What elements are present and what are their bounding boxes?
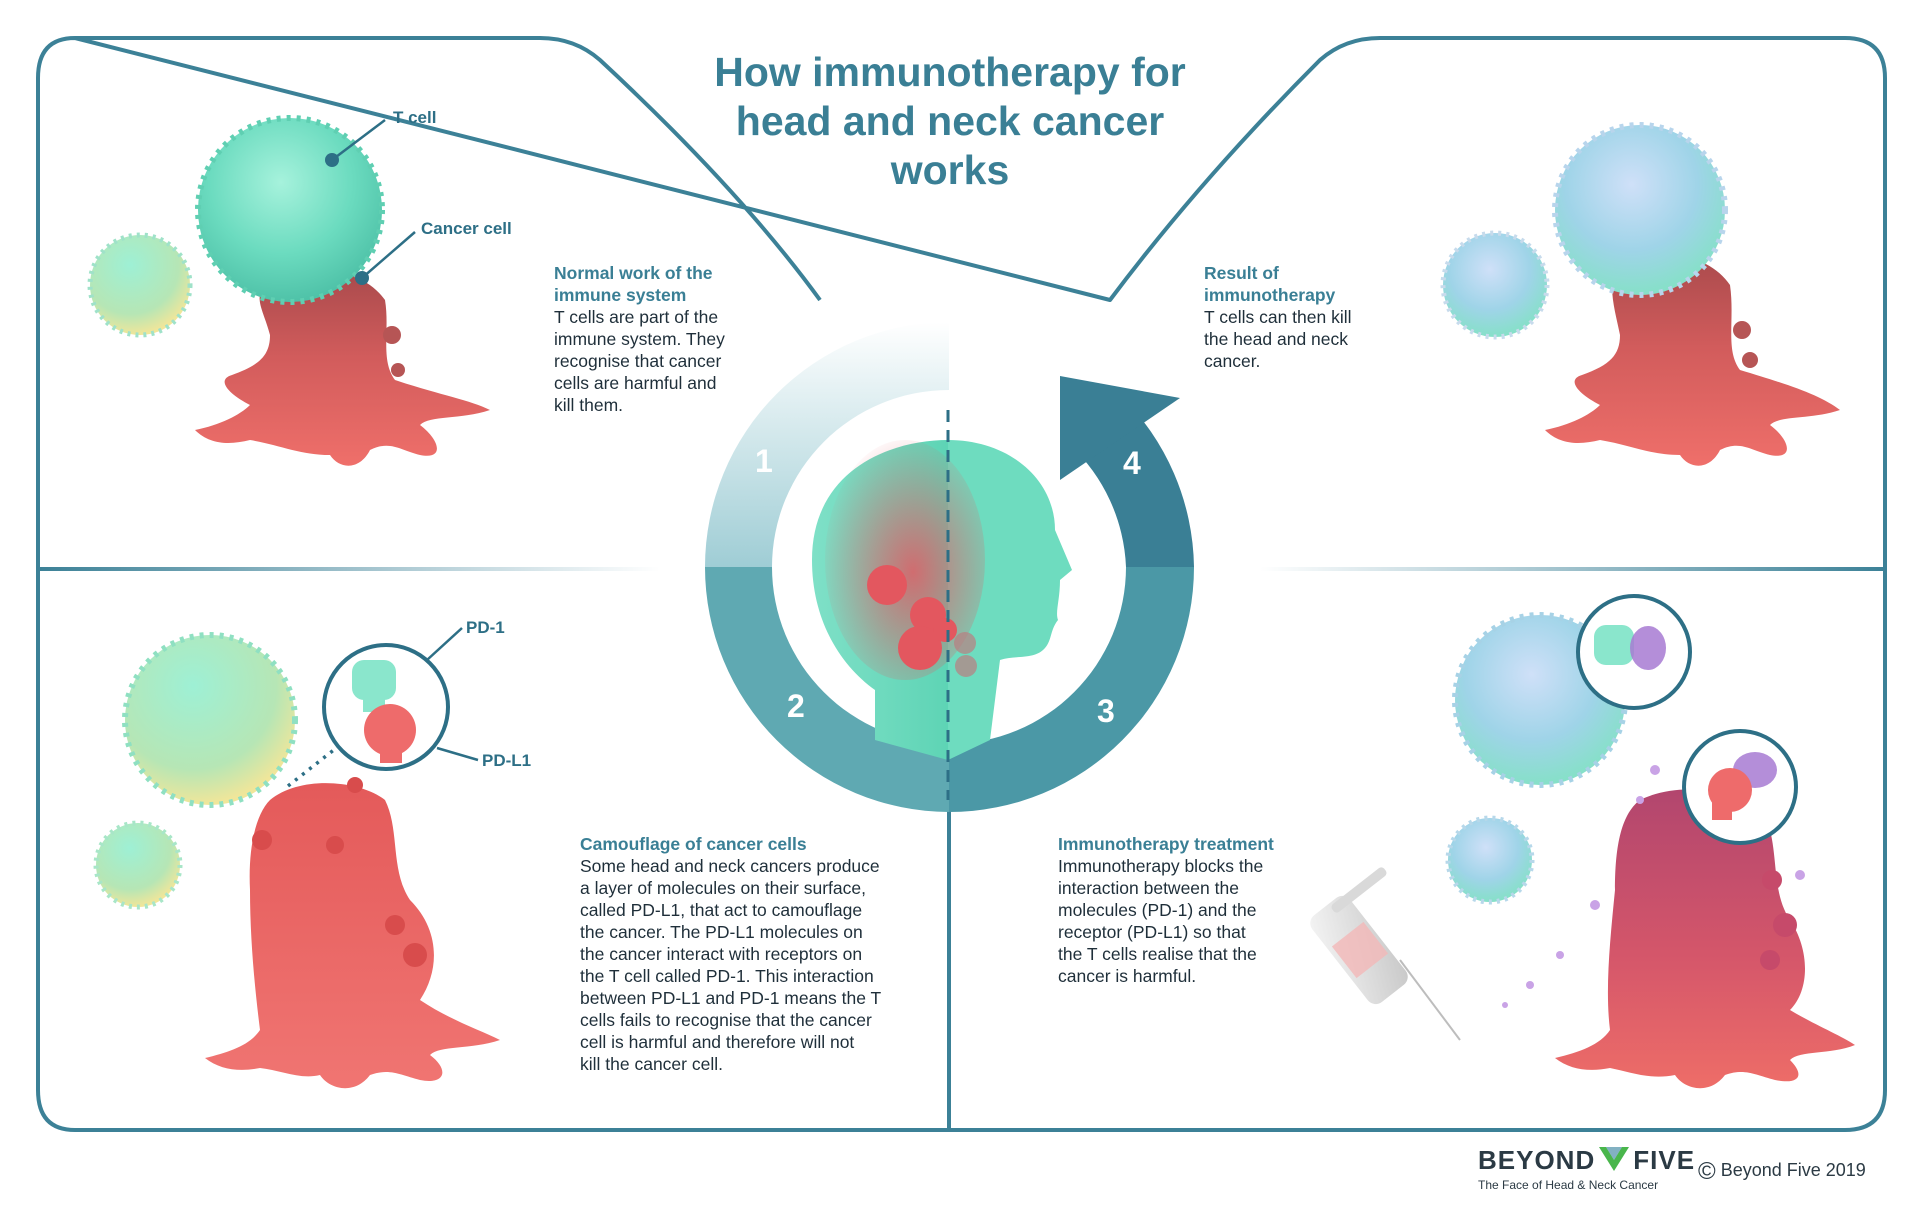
step-2-body-line: cells fails to recognise that the cancer: [580, 1010, 872, 1030]
panel2-illustration: [93, 627, 500, 1089]
step-3-heading: Immunotherapy treatment: [1058, 833, 1318, 855]
step-2-body-line: between PD-L1 and PD-1 means the T: [580, 988, 882, 1008]
arrow-icon: [1060, 376, 1180, 480]
step-1-heading-line: immune system: [554, 285, 687, 305]
step-1-text: Normal work of the immune system T cells…: [554, 262, 774, 416]
cancer-cell-icon: [195, 270, 490, 466]
step-3-body: Immunotherapy blocks the interaction bet…: [1058, 855, 1318, 987]
step-2-body-line: kill the cancer cell.: [580, 1054, 723, 1074]
step-4-body-line: cancer.: [1204, 351, 1261, 371]
ring-segment-3: [949, 567, 1194, 812]
copyright-text: Beyond Five 2019: [1720, 1160, 1866, 1180]
step-1-body-line: recognise that cancer: [554, 351, 722, 371]
step-1-body-line: kill them.: [554, 395, 624, 415]
frame-outline: [36, 36, 1887, 1132]
ring-segment-2: [705, 567, 949, 812]
step-3-heading-line: Immunotherapy treatment: [1058, 834, 1274, 854]
cancer-cell-icon-camouflage: [205, 783, 500, 1089]
step-2-body-line: the T cell called PD-1. This interaction: [580, 966, 874, 986]
step-4-body: T cells can then kill the head and neck …: [1204, 306, 1404, 372]
title-line-2: head and neck cancer: [735, 98, 1165, 144]
label-cancer-cell: Cancer cell: [421, 219, 512, 238]
page-title: How immunotherapy for head and neck canc…: [620, 48, 1280, 195]
t-cell-icon: [195, 115, 385, 305]
brand-tagline: The Face of Head & Neck Cancer: [1478, 1178, 1659, 1192]
brand-v-icon: [1599, 1147, 1630, 1171]
step-3-body-line: Immunotherapy blocks the: [1058, 856, 1264, 876]
step-number-4: 4: [1123, 445, 1141, 481]
step-1-heading-line: Normal work of the: [554, 263, 713, 283]
step-3-body-line: the T cells realise that the: [1058, 944, 1257, 964]
step-2-body-line: Some head and neck cancers produce: [580, 856, 880, 876]
t-cell-icon-camouflage: [122, 632, 298, 808]
panel1-illustration: [87, 115, 490, 466]
t-cell-icon-camouflage-small: [93, 820, 183, 910]
panel3-illustration: [1310, 594, 1855, 1089]
cancer-cell-icon-treated: [1555, 789, 1855, 1089]
label-t-cell: T cell: [393, 108, 437, 127]
label-pdl1: PD-L1: [482, 751, 532, 770]
step-3-body-line: molecules (PD-1) and the: [1058, 900, 1257, 920]
copyright: © Beyond Five 2019: [1698, 1158, 1866, 1186]
step-3-text: Immunotherapy treatment Immunotherapy bl…: [1058, 833, 1318, 987]
step-number-3: 3: [1097, 693, 1115, 729]
brand-name-right: FIVE: [1633, 1145, 1696, 1175]
head-profile-icon: [812, 410, 1072, 800]
t-cell-icon-result: [1552, 122, 1728, 298]
cycle-ring: [705, 322, 1194, 812]
step-4-text: Result of immunotherapy T cells can then…: [1204, 262, 1404, 372]
step-4-body-line: the head and neck: [1204, 329, 1349, 349]
step-4-heading-line: Result of: [1204, 263, 1279, 283]
t-cell-icon-treated-small: [1445, 815, 1535, 905]
divider-right: [1260, 567, 1885, 571]
step-2-body-line: called PD-L1, that act to camouflage: [580, 900, 863, 920]
step-1-body-line: T cells are part of the: [554, 307, 719, 327]
step-2-heading: Camouflage of cancer cells: [580, 833, 925, 855]
step-4-heading-line: immunotherapy: [1204, 285, 1336, 305]
step-number-1: 1: [755, 443, 773, 479]
step-1-body: T cells are part of the immune system. T…: [554, 306, 774, 416]
cancer-cell-icon-result: [1545, 253, 1840, 466]
panel4-illustration: [1440, 122, 1840, 466]
step-4-heading: Result of immunotherapy: [1204, 262, 1404, 306]
copyright-icon: ©: [1698, 1158, 1716, 1185]
brand-name: BEYOND FIVE: [1478, 1145, 1695, 1176]
divider-vertical: [947, 800, 951, 1130]
step-2-body-line: the cancer interact with receptors on: [580, 944, 863, 964]
step-2-text: Camouflage of cancer cells Some head and…: [580, 833, 925, 1075]
step-2-body-line: the cancer. The PD-L1 molecules on: [580, 922, 863, 942]
step-2-body-line: a layer of molecules on their surface,: [580, 878, 866, 898]
step-2-heading-line: Camouflage of cancer cells: [580, 834, 807, 854]
step-3-body-line: interaction between the: [1058, 878, 1239, 898]
brand-logo: BEYOND FIVE The Face of Head & Neck Cance…: [1478, 1145, 1695, 1192]
t-cell-icon-result-small: [1440, 230, 1550, 340]
step-1-heading: Normal work of the immune system: [554, 262, 774, 306]
step-2-body-line: cell is harmful and therefore will not: [580, 1032, 855, 1052]
title-line-3: works: [890, 147, 1010, 193]
t-cell-icon-small: [87, 232, 193, 338]
ring-segment-1: [705, 322, 949, 567]
syringe-icon: [1310, 867, 1461, 1041]
brand-name-left: BEYOND: [1478, 1145, 1596, 1175]
title-line-1: How immunotherapy for: [714, 49, 1186, 95]
divider-left: [40, 567, 660, 571]
step-4-body-line: T cells can then kill: [1204, 307, 1352, 327]
label-pd1: PD-1: [466, 618, 505, 637]
step-3-body-line: receptor (PD-L1) so that: [1058, 922, 1246, 942]
step-3-body-line: cancer is harmful.: [1058, 966, 1197, 986]
step-2-body: Some head and neck cancers produce a lay…: [580, 855, 925, 1075]
step-1-body-line: cells are harmful and: [554, 373, 717, 393]
step-number-2: 2: [787, 688, 805, 724]
step-1-body-line: immune system. They: [554, 329, 725, 349]
